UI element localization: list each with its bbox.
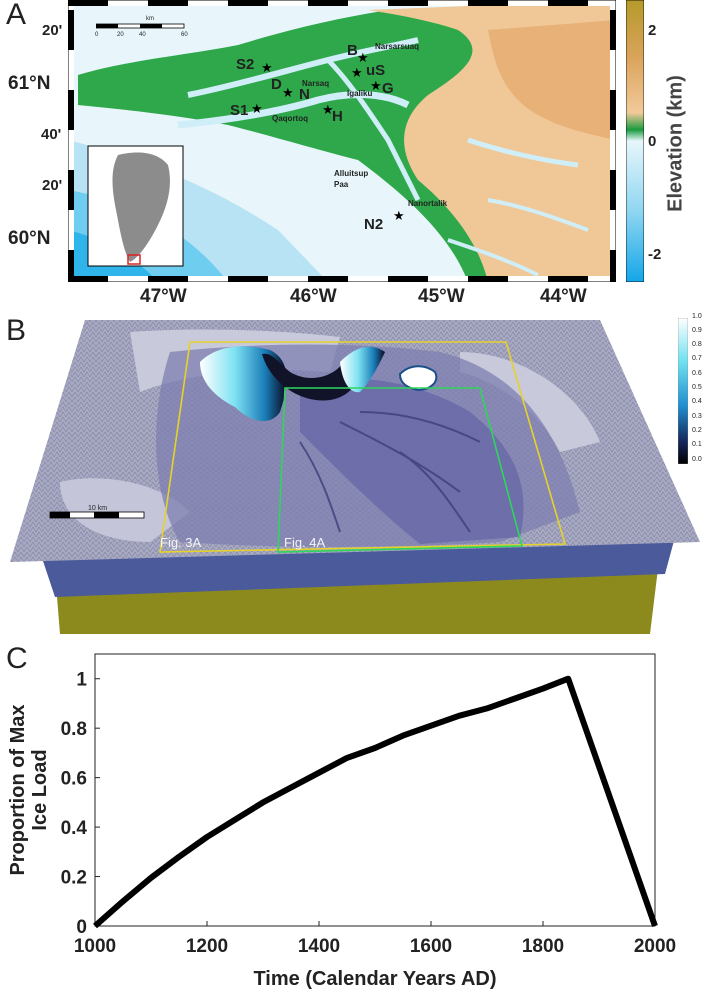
x-tick-label: 2000 bbox=[634, 936, 676, 957]
colorbar-tick: 2 bbox=[648, 22, 657, 39]
ice-colorbar-tick: 1.0 bbox=[692, 313, 702, 320]
ice-load-chart: 1000 1200 1400 1600 1800 2000 00.20.40.60.81 … bbox=[7, 653, 676, 990]
x-tick-label: 1200 bbox=[186, 936, 228, 957]
lat-label: 61°N bbox=[8, 73, 51, 94]
colorbar-label: Elevation (km) bbox=[664, 75, 687, 212]
site-label: N bbox=[299, 86, 310, 103]
place-label: Igaliku bbox=[347, 89, 373, 98]
site-label: B bbox=[347, 42, 358, 59]
ice-colorbar-tick: 0.6 bbox=[692, 370, 702, 377]
place-label: Alluitsup Paa bbox=[334, 169, 369, 189]
site-star: ★ bbox=[370, 78, 382, 93]
site-label: G bbox=[382, 80, 394, 97]
x-tick-label: 1600 bbox=[410, 936, 452, 957]
y-tick-label: 1 bbox=[76, 670, 87, 691]
map-scalebar-unit: km bbox=[146, 16, 154, 22]
colorbar-tick: 0 bbox=[648, 133, 657, 150]
site-star: ★ bbox=[322, 102, 334, 117]
fig-3a-label: Fig. 3A bbox=[160, 535, 202, 550]
ice-colorbar-tick: 0.1 bbox=[692, 441, 702, 448]
ice-colorbar-tick: 0.8 bbox=[692, 341, 702, 348]
fig-4a-label: Fig. 4A bbox=[284, 535, 326, 550]
ice-colorbar-tick: 0.4 bbox=[692, 398, 702, 405]
ice-colorbar-tick: 0.7 bbox=[692, 355, 702, 362]
x-tick-label: 1800 bbox=[522, 936, 564, 957]
y-tick-label: 0.4 bbox=[61, 818, 88, 839]
chart-frame bbox=[94, 653, 656, 927]
elevation-colorbar bbox=[626, 0, 644, 282]
ice-colorbar-tick: 0.3 bbox=[692, 413, 702, 420]
lon-label: 44°W bbox=[540, 286, 587, 307]
lat-label: 60°N bbox=[8, 228, 51, 249]
lat-label: 20' bbox=[42, 22, 63, 39]
greenland-elevation-map bbox=[68, 0, 616, 282]
site-star: ★ bbox=[261, 60, 273, 75]
site-star: ★ bbox=[251, 101, 263, 116]
panel-c-letter: C bbox=[6, 642, 28, 675]
x-axis-label: Time (Calendar Years AD) bbox=[253, 968, 496, 990]
lon-label: 47°W bbox=[140, 286, 187, 307]
colorbar-tick: -2 bbox=[648, 246, 662, 263]
ice-colorbar-tick: 0.5 bbox=[692, 384, 702, 391]
site-label: uS bbox=[366, 62, 386, 79]
y-axis-label: Proportion of Max bbox=[7, 704, 29, 875]
map-scalebar-tick: 0 bbox=[95, 32, 99, 38]
y-tick-label: 0.8 bbox=[61, 719, 87, 740]
y-tick-label: 0 bbox=[76, 917, 87, 938]
ice-load-mesh-model bbox=[10, 320, 700, 634]
x-tick-label: 1000 bbox=[74, 936, 116, 957]
site-label: H bbox=[332, 108, 343, 125]
site-label: D bbox=[271, 76, 282, 93]
place-label: Narsarsuaq bbox=[375, 42, 420, 51]
place-label: Nanortalik bbox=[408, 199, 448, 208]
ice-colorbar bbox=[678, 318, 688, 464]
site-markers: ★ ★ ★ ★ ★ ★ ★ ★ bbox=[251, 50, 405, 223]
lat-label: 40' bbox=[41, 126, 62, 143]
site-star: ★ bbox=[351, 65, 363, 80]
site-star: ★ bbox=[393, 208, 405, 223]
site-label: S1 bbox=[230, 102, 249, 119]
map-scalebar bbox=[96, 23, 185, 29]
ice-colorbar-tick: 0.0 bbox=[692, 456, 702, 463]
map-scalebar-tick: 20 bbox=[117, 32, 124, 38]
lat-label: 20' bbox=[42, 177, 63, 194]
series-line bbox=[93, 675, 658, 929]
place-label: Narsaq bbox=[302, 79, 330, 88]
map-scalebar-tick: 60 bbox=[181, 32, 188, 38]
site-label: N2 bbox=[364, 216, 384, 233]
y-tick-label: 0.2 bbox=[61, 868, 87, 889]
lon-label: 46°W bbox=[290, 286, 337, 307]
panel-b-letter: B bbox=[6, 314, 27, 347]
panel-a-letter: A bbox=[6, 0, 27, 31]
site-star: ★ bbox=[282, 85, 294, 100]
mesh-scalebar-label: 10 km bbox=[88, 505, 108, 512]
lon-label: 45°W bbox=[418, 286, 465, 307]
site-star: ★ bbox=[357, 50, 369, 65]
place-label: Qaqortoq bbox=[272, 114, 308, 123]
y-tick-label: 0.6 bbox=[61, 769, 87, 790]
site-label: S2 bbox=[236, 56, 255, 73]
ice-colorbar-tick: 0.9 bbox=[692, 327, 702, 334]
map-scalebar-tick: 40 bbox=[139, 32, 146, 38]
y-axis-label-line2: Ice Load bbox=[29, 749, 51, 830]
x-tick-label: 1400 bbox=[298, 936, 340, 957]
ice-colorbar-tick: 0.2 bbox=[692, 427, 702, 434]
